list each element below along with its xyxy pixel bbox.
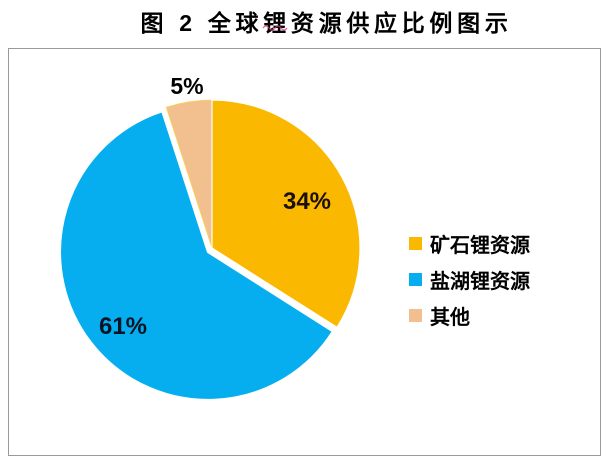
svg-text:61%: 61% (99, 313, 147, 340)
svg-text:34%: 34% (283, 188, 331, 215)
svg-text:5%: 5% (170, 73, 203, 99)
